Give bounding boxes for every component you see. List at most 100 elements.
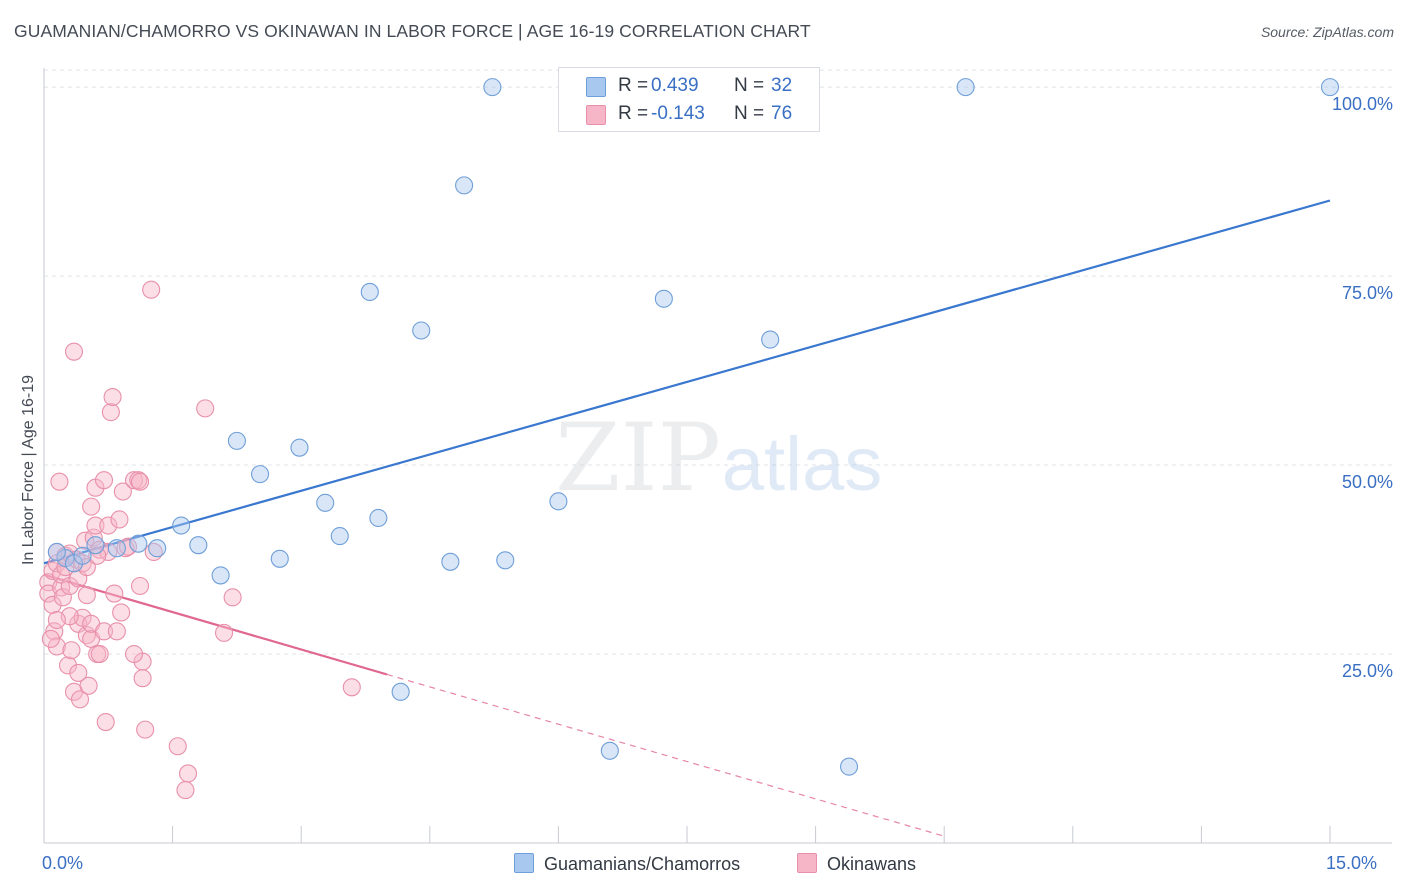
trend-line-okinawan-extension — [386, 673, 945, 837]
y-tick-label: 50.0% — [1342, 472, 1393, 492]
data-point-okinawan — [196, 399, 215, 418]
data-point-guamanian — [483, 78, 502, 97]
data-point-guamanian — [1320, 78, 1340, 97]
bottom-legend-guamanian: Guamanians/Chamorros — [514, 853, 740, 875]
data-point-okinawan — [342, 678, 361, 697]
data-point-guamanian — [86, 536, 105, 555]
r-value: 0.439 — [651, 75, 699, 96]
y-tick-labels: 25.0% 50.0% 75.0% 100.0% — [1332, 94, 1393, 681]
data-point-okinawan — [47, 637, 66, 656]
chart-title: GUAMANIAN/CHAMORRO VS OKINAWAN IN LABOR … — [14, 21, 811, 41]
data-point-okinawan — [130, 472, 150, 491]
legend-row-guamanian: R = 0.439 N = 32 — [559, 75, 819, 99]
legend-swatch-blue — [586, 77, 606, 97]
r-label: R = — [618, 103, 649, 124]
n-value: 76 — [771, 103, 793, 124]
data-point-okinawan — [176, 781, 195, 800]
data-point-okinawan — [62, 641, 81, 660]
data-point-guamanian — [956, 78, 975, 97]
data-point-okinawan — [94, 471, 114, 490]
axes — [43, 68, 1392, 844]
data-point-guamanian — [549, 492, 568, 511]
data-point-guamanian — [148, 539, 167, 558]
data-point-guamanian — [654, 289, 673, 308]
data-point-okinawan — [69, 663, 88, 682]
data-point-okinawan — [77, 586, 96, 605]
data-point-okinawan — [82, 497, 101, 516]
data-point-guamanian — [107, 539, 126, 558]
data-point-okinawan — [50, 472, 69, 491]
data-point-guamanian — [189, 536, 208, 555]
data-point-guamanian — [441, 552, 460, 571]
watermark-atlas: atlas — [722, 422, 883, 507]
bottom-legend-swatch-blue — [514, 853, 534, 873]
data-point-okinawan — [53, 588, 72, 607]
data-point-guamanian — [227, 431, 246, 450]
data-point-guamanian — [391, 682, 410, 701]
data-point-okinawan — [124, 644, 144, 664]
bottom-legend-swatch-pink — [797, 853, 817, 873]
data-point-okinawan — [47, 610, 66, 630]
legend-row-okinawan: R = -0.143 N = 76 — [559, 103, 819, 127]
bottom-legend-label: Okinawans — [827, 854, 917, 874]
x-axis-max-label: 15.0% — [1326, 853, 1378, 873]
data-point-guamanian — [47, 542, 66, 562]
data-point-guamanian — [496, 551, 515, 570]
data-point-okinawan — [107, 622, 126, 641]
data-point-okinawan — [105, 584, 124, 603]
data-point-guamanian — [129, 534, 148, 553]
n-label: N = — [734, 103, 765, 124]
source-label: Source: ZipAtlas.com — [1260, 24, 1394, 40]
data-point-guamanian — [211, 566, 230, 585]
stats-legend: R = 0.439 N = 32 R = -0.143 N = 76 — [558, 67, 820, 132]
data-point-okinawan — [94, 622, 114, 641]
data-point-okinawan — [64, 342, 84, 361]
watermark-zip: ZIP — [555, 404, 721, 513]
data-point-guamanian — [172, 516, 191, 535]
data-point-guamanian — [250, 465, 270, 484]
data-point-okinawan — [168, 737, 187, 756]
trend-line-guamanian — [43, 199, 1331, 565]
x-axis-min-label: 0.0% — [42, 853, 84, 873]
data-point-guamanian — [455, 176, 474, 195]
n-value: 32 — [771, 75, 793, 96]
data-point-okinawan — [79, 676, 98, 695]
n-label: N = — [734, 75, 765, 96]
data-point-okinawan — [96, 713, 115, 732]
r-value: -0.143 — [651, 103, 705, 124]
data-point-okinawan — [43, 595, 62, 614]
data-point-okinawan — [214, 623, 234, 642]
data-point-okinawan — [136, 720, 155, 739]
data-point-guamanian — [839, 757, 859, 776]
y-tick-label: 25.0% — [1342, 661, 1393, 681]
data-point-guamanian — [600, 741, 619, 760]
data-point-guamanian — [360, 282, 379, 302]
trend-line-okinawan — [43, 573, 388, 676]
watermark: ZIP atlas — [555, 404, 882, 513]
r-label: R = — [618, 75, 649, 96]
data-point-okinawan — [101, 403, 120, 422]
data-point-okinawan — [70, 690, 90, 709]
data-point-okinawan — [112, 603, 131, 622]
y-tick-label: 75.0% — [1342, 283, 1393, 303]
bottom-legend-okinawan: Okinawans — [797, 853, 916, 875]
data-point-guamanian — [316, 493, 335, 512]
data-point-okinawan — [90, 644, 109, 664]
data-point-okinawan — [142, 280, 161, 299]
data-point-okinawan — [178, 764, 198, 783]
y-tick-label: 100.0% — [1332, 94, 1393, 114]
gridlines — [44, 69, 1392, 655]
data-point-guamanian — [412, 321, 431, 340]
data-point-guamanian — [270, 549, 289, 568]
data-point-guamanian — [73, 546, 92, 565]
data-point-okinawan — [124, 471, 144, 490]
data-point-okinawan — [58, 656, 78, 675]
data-point-okinawan — [113, 482, 132, 501]
legend-swatch-pink — [586, 105, 606, 125]
data-point-guamanian — [761, 330, 780, 349]
data-point-okinawan — [103, 387, 122, 407]
data-point-guamanian — [369, 508, 388, 528]
data-point-okinawan — [133, 669, 152, 688]
data-point-okinawan — [110, 510, 129, 529]
